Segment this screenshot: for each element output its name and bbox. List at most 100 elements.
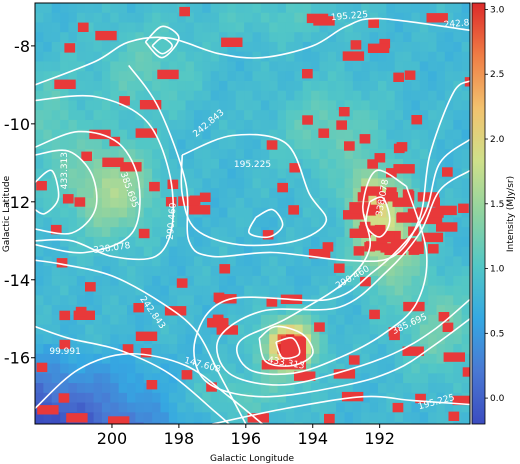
heatmap-cell	[177, 22, 187, 33]
heatmap-cell	[101, 61, 111, 72]
heatmap-cell	[311, 334, 321, 345]
heatmap-cell	[235, 402, 245, 413]
heatmap-cell	[51, 178, 61, 189]
heatmap-cell	[219, 168, 229, 180]
heatmap-cell	[68, 61, 78, 72]
heatmap-cell	[193, 344, 203, 355]
heatmap-cell	[394, 32, 404, 43]
heatmap-cell	[377, 217, 387, 228]
heatmap-cell	[202, 110, 212, 121]
heatmap-cell	[177, 383, 187, 394]
heatmap-cell	[101, 344, 111, 355]
heatmap-cell	[336, 188, 346, 199]
heatmap-cell	[386, 402, 396, 413]
heatmap-cell	[85, 51, 95, 63]
heatmap-cell	[344, 344, 354, 355]
masked-pixel	[404, 70, 416, 80]
heatmap-cell	[352, 266, 362, 277]
heatmap-cell	[285, 188, 295, 199]
heatmap-cell	[202, 422, 212, 424]
heatmap-cell	[444, 305, 454, 316]
heatmap-cell	[235, 236, 245, 248]
heatmap-cell	[269, 266, 279, 277]
heatmap-cell	[185, 51, 195, 63]
contour-line	[128, 64, 470, 263]
heatmap-cell	[210, 373, 220, 384]
heatmap-cell	[336, 392, 346, 404]
heatmap-cell	[185, 305, 195, 316]
heatmap-cell	[110, 392, 120, 404]
heatmap-cell	[35, 334, 44, 345]
heatmap-cell	[411, 51, 421, 63]
heatmap-cell	[210, 129, 220, 141]
heatmap-cell	[419, 149, 429, 160]
heatmap-cell	[369, 392, 379, 404]
heatmap-cell	[394, 392, 404, 404]
masked-pixel	[216, 325, 238, 335]
heatmap-cell	[177, 217, 187, 228]
heatmap-cell	[411, 383, 421, 394]
heatmap-cell	[43, 363, 53, 374]
heatmap-cell	[135, 432, 144, 442]
contour-label: 195.225	[234, 160, 271, 170]
heatmap-cell	[344, 3, 354, 14]
heatmap-cell	[43, 129, 53, 141]
heatmap-cell	[244, 71, 254, 82]
heatmap-cell	[244, 285, 254, 296]
masked-pixel	[338, 107, 350, 117]
heatmap-cell	[202, 275, 212, 287]
heatmap-cell	[160, 422, 170, 424]
heatmap-cell	[219, 3, 229, 14]
heatmap-cell	[227, 353, 237, 365]
heatmap-cell	[260, 353, 270, 365]
heatmap-cell	[252, 90, 262, 102]
heatmap-cell	[168, 412, 178, 423]
heatmap-cell	[219, 32, 229, 43]
heatmap-cell	[177, 344, 187, 355]
heatmap-cell	[219, 334, 229, 345]
x-tick-label: 196	[231, 429, 262, 448]
heatmap-cell	[344, 285, 354, 296]
heatmap-cell	[118, 353, 128, 365]
heatmap-cell	[93, 158, 103, 170]
masked-pixel	[420, 214, 443, 225]
heatmap-cell	[85, 61, 95, 72]
heatmap-cell	[403, 373, 413, 384]
heatmap-cell	[51, 285, 61, 296]
heatmap-cell	[135, 90, 145, 102]
heatmap-cell	[85, 197, 95, 209]
heatmap-cell	[403, 412, 413, 423]
heatmap-cell	[319, 41, 329, 53]
masked-pixel	[393, 72, 404, 82]
x-tick-label: 194	[297, 429, 328, 448]
heatmap-cell	[302, 197, 312, 209]
heatmap-cell	[202, 100, 212, 111]
heatmap-cell	[377, 324, 387, 335]
heatmap-cell	[227, 422, 237, 424]
heatmap-cell	[377, 314, 387, 326]
heatmap-cell	[118, 266, 128, 277]
heatmap-cell	[394, 412, 404, 423]
heatmap-cell	[453, 432, 462, 442]
heatmap-cell	[461, 32, 470, 43]
heatmap-cell	[344, 236, 354, 248]
heatmap-cell	[101, 256, 111, 267]
heatmap-cell	[386, 256, 396, 267]
heatmap-cell	[43, 51, 53, 63]
heatmap-cell	[344, 22, 354, 33]
heatmap-cell	[35, 80, 44, 92]
heatmap-cell	[311, 168, 321, 180]
heatmap-cell	[419, 314, 429, 326]
heatmap-cell	[377, 344, 387, 355]
heatmap-cell	[377, 275, 387, 287]
heatmap-cell	[101, 285, 111, 296]
heatmap-cell	[168, 129, 178, 141]
heatmap-cell	[461, 217, 470, 228]
intensity-peak	[280, 336, 307, 370]
heatmap-cell	[160, 383, 170, 394]
heatmap-cell	[135, 100, 145, 111]
heatmap-cell	[235, 334, 245, 345]
heatmap-cell	[377, 80, 387, 92]
heatmap-cell	[152, 344, 162, 355]
heatmap-cell	[35, 353, 44, 365]
